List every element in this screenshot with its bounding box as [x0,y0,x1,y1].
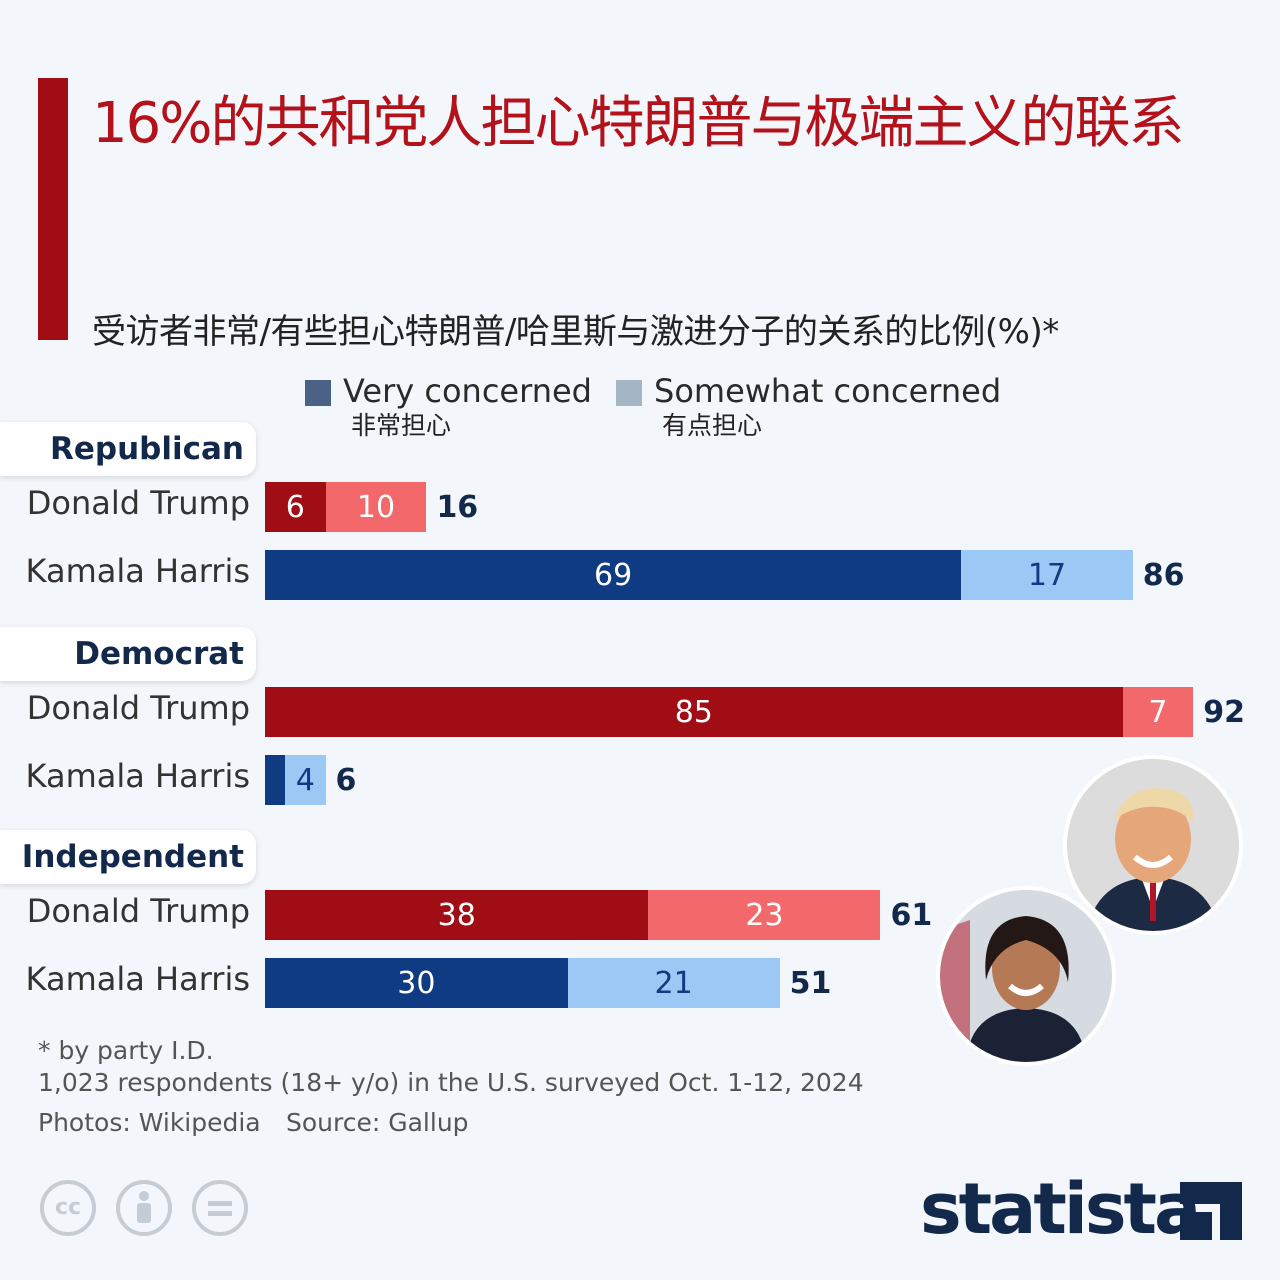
title-accent-bar [38,78,68,340]
bar-total-label: 86 [1142,558,1185,593]
bar-somewhat: 17 [961,550,1133,600]
legend-label-very: Very concerned [343,372,592,410]
chart-subtitle: 受访者非常/有些担心特朗普/哈里斯与激进分子的关系的比例(%)* [92,312,1059,352]
bar-very: 30 [265,958,568,1008]
bar-total-label: 6 [335,763,357,798]
row-label: Kamala Harris [25,757,250,795]
bar-total-label: 16 [436,490,479,525]
row-label: Donald Trump [26,892,250,930]
legend-swatch-very [305,380,331,406]
bar-somewhat: 4 [285,755,326,805]
legend-sub-very: 非常担心 [351,411,452,440]
source-credit: Source: Gallup [286,1108,469,1137]
legend-sub-somewhat: 有点担心 [662,411,763,440]
bar-somewhat: 21 [567,958,780,1008]
row-label: Kamala Harris [25,960,250,998]
group-label-democrat: Democrat [0,627,256,681]
bar-somewhat: 23 [648,890,881,940]
row-label: Donald Trump [26,689,250,727]
bar-somewhat: 10 [325,482,427,532]
bar-very: 85 [265,687,1123,737]
cc-icon: cc [40,1180,96,1236]
statista-logo-mark [1180,1182,1242,1240]
bar-total-label: 61 [890,898,933,933]
bar-very [265,755,286,805]
legend-swatch-somewhat [616,380,642,406]
photos-credit: Photos: Wikipedia [38,1108,261,1137]
statista-logo: statista [920,1168,1201,1250]
bar-somewhat: 7 [1122,687,1194,737]
bar-total-label: 92 [1203,695,1246,730]
no-derivatives-icon [192,1180,248,1236]
attribution-icon [116,1180,172,1236]
bar-very: 6 [265,482,326,532]
bar-very: 69 [265,550,962,600]
row-label: Kamala Harris [25,552,250,590]
group-label-independent: Independent [0,830,256,884]
row-label: Donald Trump [26,484,250,522]
chart-title: 16%的共和党人担心特朗普与极端主义的联系 [92,91,1184,156]
group-label-republican: Republican [0,422,256,476]
sample-note: 1,023 respondents (18+ y/o) in the U.S. … [38,1068,864,1097]
harris-photo [936,886,1116,1066]
footnote: * by party I.D. [38,1036,214,1065]
trump-photo [1063,755,1243,935]
legend-label-somewhat: Somewhat concerned [654,372,1002,410]
bar-total-label: 51 [789,966,832,1001]
bar-very: 38 [265,890,649,940]
